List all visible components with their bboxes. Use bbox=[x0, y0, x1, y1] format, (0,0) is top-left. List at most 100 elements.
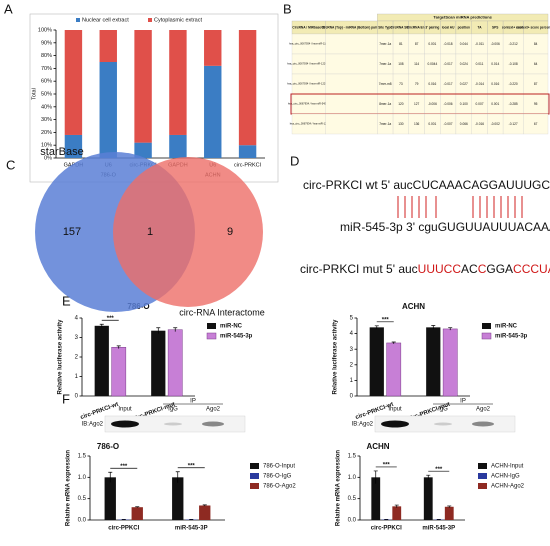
y-tick-label: 1.0 bbox=[78, 475, 87, 481]
bar-segment bbox=[134, 142, 152, 158]
table-cell bbox=[325, 53, 378, 75]
bar bbox=[371, 477, 381, 520]
table-cell-text: -0.006 bbox=[444, 102, 453, 106]
y-tick-label: 0% bbox=[44, 155, 52, 161]
error-bar bbox=[426, 474, 431, 480]
bar-segment bbox=[169, 30, 187, 135]
panel-letter: C bbox=[6, 157, 15, 172]
y-tick-label: 80% bbox=[41, 53, 52, 59]
legend-swatch bbox=[250, 463, 259, 469]
y-tick-label: 100% bbox=[38, 27, 52, 33]
legend-label: 786-O-IgG bbox=[263, 474, 292, 480]
table-header: TA bbox=[478, 25, 483, 29]
blot-band bbox=[111, 420, 139, 428]
table-cell-text: -0.220 bbox=[509, 82, 518, 86]
table-cell-text: hsa_circ_0067934 / hsa-miR-545-3p bbox=[288, 102, 331, 106]
table-header: CircRNA / MiRbase ID bbox=[292, 25, 326, 29]
blot-band bbox=[472, 421, 494, 427]
sequence-part: CUCAAACAGGAUUUGCUG bbox=[413, 178, 550, 192]
significance-label: *** bbox=[435, 467, 443, 473]
x-tick-label: circ-PPKCI bbox=[108, 526, 139, 532]
legend-swatch bbox=[482, 323, 491, 329]
panel-letter: B bbox=[283, 1, 292, 16]
table-cell-text: 0.024 bbox=[460, 62, 468, 66]
significance-label: *** bbox=[107, 316, 115, 322]
blot-ip: IP bbox=[190, 399, 196, 405]
table-cell bbox=[325, 113, 378, 135]
y-tick-label: 60% bbox=[41, 79, 52, 85]
bar bbox=[94, 325, 109, 396]
blot-lane: Input bbox=[118, 407, 132, 413]
table-cell-text: -0.011 bbox=[475, 42, 484, 46]
panel-letter: D bbox=[290, 153, 299, 168]
table-cell-text: 0.007 bbox=[476, 102, 484, 106]
y-tick-label: 70% bbox=[41, 66, 52, 72]
legend-swatch bbox=[250, 473, 259, 479]
table-cell-text: hsa_circ_0067934 / hsa-miR-1224-3p bbox=[287, 62, 331, 66]
table-cell-text: 8mer-1a bbox=[379, 102, 391, 106]
table-cell-text: -0.017 bbox=[444, 62, 453, 66]
legend-label: miR-545-3p bbox=[495, 334, 528, 340]
x-tick-label: circ-PRKCI bbox=[234, 162, 262, 168]
legend-swatch bbox=[250, 483, 259, 489]
y-tick-label: 2 bbox=[75, 355, 79, 361]
legend-label: Cytoplasmic extract bbox=[154, 17, 202, 23]
panel-letter: A bbox=[4, 1, 13, 16]
table-cell-text: 84 bbox=[534, 42, 538, 46]
legend-swatch bbox=[207, 323, 216, 329]
legend-swatch bbox=[206, 332, 217, 340]
error-bar bbox=[373, 470, 378, 484]
panel-letter: E bbox=[62, 293, 71, 308]
bar bbox=[104, 477, 116, 520]
legend-label: 786-O-Ago2 bbox=[263, 484, 296, 490]
significance-label: *** bbox=[383, 463, 391, 469]
legend-label: 786-O-Input bbox=[263, 464, 295, 470]
blot-band bbox=[434, 422, 452, 426]
blot-band bbox=[164, 422, 182, 426]
table-cell-text: 7mer-1a bbox=[379, 62, 391, 66]
y-axis-label: Relative mRNA expression bbox=[336, 450, 342, 526]
error-bar bbox=[116, 345, 121, 349]
table-cell-text: 79 bbox=[415, 82, 419, 86]
table-cell bbox=[325, 73, 378, 95]
y-tick-label: 1.5 bbox=[348, 454, 357, 460]
sequence-part: 5' auc bbox=[386, 262, 418, 276]
y-tick-label: 30% bbox=[41, 117, 52, 123]
table-header: context+ score percentile bbox=[516, 25, 550, 29]
sequence-label: circ-PRKCI mut bbox=[300, 262, 383, 276]
sequence-part: GUGUUAUUUACAAACGAC bbox=[438, 220, 550, 234]
bar bbox=[442, 328, 458, 397]
legend-swatch bbox=[478, 483, 487, 489]
legend-swatch bbox=[148, 18, 152, 22]
table-cell-text: -0.018 bbox=[444, 42, 453, 46]
legend-swatch bbox=[478, 473, 487, 479]
blot-lane: Ago2 bbox=[476, 407, 491, 413]
table-cell bbox=[523, 113, 549, 135]
y-tick-label: 0.5 bbox=[78, 496, 87, 502]
table-cell-text: 108 bbox=[398, 62, 404, 66]
blot-antibody: IB:Ago2 bbox=[352, 422, 374, 428]
blot-band bbox=[202, 421, 224, 427]
chart-title: ACHN bbox=[402, 302, 425, 311]
y-tick-label: 1.0 bbox=[348, 475, 357, 481]
legend-swatch bbox=[481, 332, 492, 340]
table-header: position bbox=[458, 25, 470, 29]
table-cell-text: 67 bbox=[534, 122, 538, 126]
table-cell-text: 7mer-1a bbox=[379, 122, 391, 126]
table-cell-text: 7mer-m8 bbox=[379, 82, 392, 86]
y-tick-label: 0.5 bbox=[348, 496, 357, 502]
blot-lane: Input bbox=[388, 407, 402, 413]
error-bar bbox=[374, 325, 379, 329]
sequence: miR-545-3p 3' cguGUGUUAUUUACAAACGACu 5' bbox=[340, 220, 550, 234]
y-tick-label: 0.0 bbox=[78, 518, 87, 524]
chart-title: ACHN bbox=[366, 442, 389, 451]
error-bar bbox=[175, 471, 180, 483]
bar-segment bbox=[204, 30, 222, 66]
table-cell-text: -0.007 bbox=[444, 122, 453, 126]
table-header: 3' pairing bbox=[425, 25, 439, 29]
venn-count: 9 bbox=[227, 226, 233, 238]
venn-set-b bbox=[113, 157, 263, 307]
table-cell-text: 120 bbox=[398, 102, 404, 106]
table-cell-text: 0.027 bbox=[460, 82, 468, 86]
legend-label: Nuclear cell extract bbox=[82, 17, 129, 23]
